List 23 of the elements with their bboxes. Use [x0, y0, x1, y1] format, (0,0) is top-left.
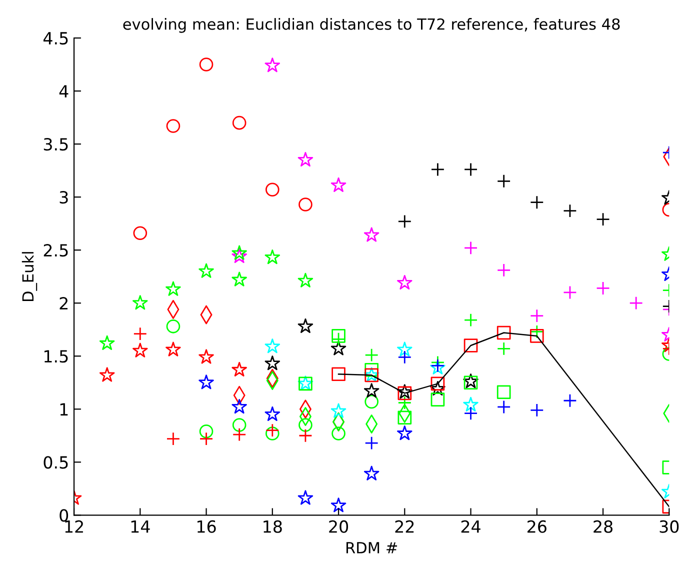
y-tick-label: 2.5 — [44, 244, 68, 257]
y-tick-label: 1.5 — [44, 350, 68, 363]
x-tick-label: 22 — [395, 520, 414, 533]
x-tick-label: 18 — [264, 520, 282, 533]
y-tick-label: 4 — [59, 85, 68, 98]
y-tick-label: 4.5 — [43, 32, 68, 45]
y-tick-label: 3.5 — [44, 138, 68, 151]
y-tick-label: 3 — [60, 191, 68, 204]
x-tick-label: 30 — [660, 520, 679, 533]
x-tick-label: 28 — [594, 520, 612, 533]
x-tick-label: 16 — [198, 520, 216, 533]
y-tick-label: 1 — [60, 403, 68, 416]
y-tick-label: 0.5 — [44, 456, 68, 469]
y-tick-label: 2 — [60, 297, 68, 310]
y-tick-label: 0 — [60, 509, 68, 522]
x-axis-title: RDM # — [346, 542, 398, 554]
x-tick-label: 20 — [329, 520, 348, 533]
chart-title: evolving mean: Euclidian distances to T72 reference, features 48 — [123, 18, 620, 33]
y-axis-title: D_Eukl — [22, 252, 38, 301]
x-tick-label: 24 — [461, 520, 480, 533]
x-tick-label: 12 — [65, 520, 83, 533]
x-tick-label: 26 — [528, 520, 546, 533]
x-tick-label: 14 — [131, 520, 150, 533]
